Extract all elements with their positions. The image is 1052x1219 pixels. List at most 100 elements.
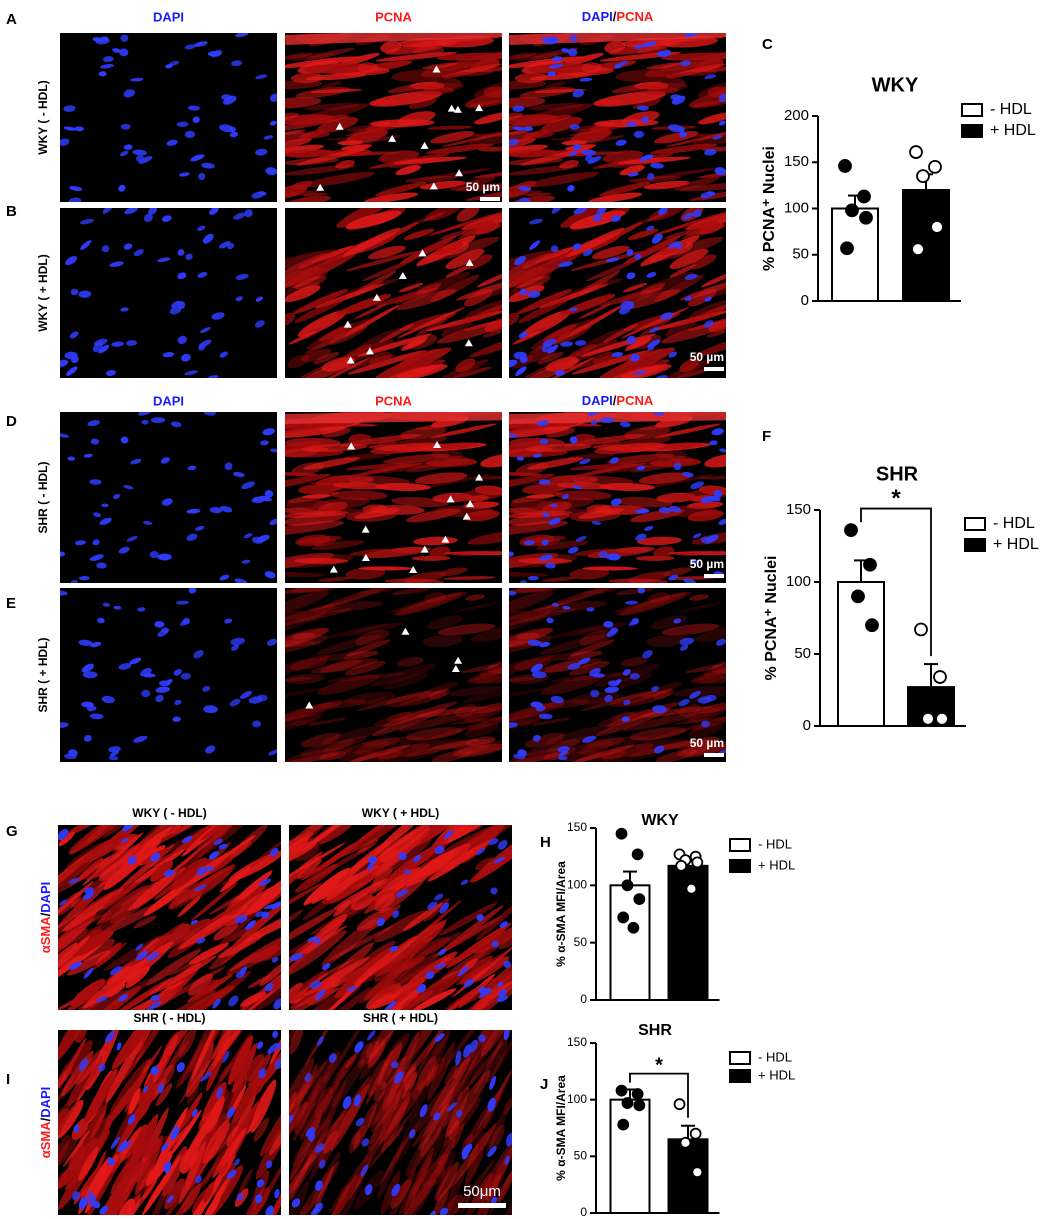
tissue-fiber: [378, 1099, 411, 1145]
tissue-fiber: [453, 1055, 466, 1080]
tissue-fiber: [650, 143, 718, 155]
arrowhead: [365, 347, 374, 355]
tissue-fiber: [358, 961, 417, 1004]
nucleus: [117, 1139, 127, 1153]
tissue-fiber: [289, 1110, 301, 1139]
nucleus: [353, 1094, 362, 1107]
tissue-fiber: [668, 133, 726, 138]
tissue-fiber: [380, 1170, 401, 1215]
tissue-fiber: [169, 832, 204, 856]
nucleus: [177, 249, 185, 256]
tissue-fiber: [387, 1080, 427, 1131]
tissue-fiber: [497, 1169, 512, 1203]
tissue-fiber: [693, 334, 726, 358]
tissue-fiber: [629, 727, 687, 741]
tissue-fiber: [686, 501, 724, 509]
stain-pcna: PCNA: [616, 393, 653, 408]
arrowhead: [398, 271, 407, 279]
tissue-fiber: [547, 736, 592, 752]
tissue-fiber: [577, 270, 621, 295]
tissue-fiber: [321, 1174, 358, 1215]
nucleus: [542, 338, 557, 346]
tissue-fiber: [460, 1191, 473, 1215]
tissue-fiber: [77, 857, 104, 882]
data-point: [840, 241, 854, 256]
nucleus: [157, 553, 172, 561]
nucleus: [545, 562, 556, 569]
image-title: SHR ( + HDL): [363, 1011, 438, 1025]
tissue-fiber: [289, 1109, 323, 1180]
nucleus: [177, 272, 187, 280]
tissue-fiber: [346, 847, 389, 882]
tissue-fiber: [345, 567, 386, 580]
nucleus: [707, 495, 721, 502]
nucleus: [360, 1164, 369, 1177]
tissue-fiber: [58, 1030, 94, 1062]
data-point: [857, 189, 871, 204]
nucleus: [160, 457, 170, 464]
micrograph: [509, 208, 726, 378]
nucleus: [196, 866, 208, 876]
tissue-fiber: [509, 149, 559, 158]
tissue-fiber: [345, 639, 391, 657]
tissue-fiber: [393, 953, 439, 986]
nucleus: [98, 71, 107, 77]
tissue-fiber: [623, 688, 674, 706]
tissue-fiber: [429, 423, 498, 439]
nucleus: [269, 518, 277, 526]
nucleus: [615, 139, 627, 146]
tissue-fiber: [345, 1050, 360, 1068]
tissue-fiber: [472, 1180, 500, 1215]
nucleus: [209, 851, 219, 860]
tissue-fiber: [62, 1130, 90, 1168]
nucleus: [198, 344, 206, 351]
tissue-fiber: [386, 1032, 420, 1107]
tissue-fiber: [137, 825, 177, 848]
nucleus: [102, 56, 114, 63]
tissue-fiber: [708, 317, 726, 333]
nucleus: [395, 889, 409, 898]
tissue-fiber: [425, 458, 478, 467]
tissue-fiber: [162, 1146, 188, 1197]
tissue-fiber: [654, 131, 699, 144]
tissue-fiber: [445, 922, 512, 969]
nucleus: [419, 1104, 428, 1118]
nucleus: [532, 734, 541, 742]
tissue-fiber: [398, 713, 473, 732]
nucleus: [309, 980, 322, 989]
tissue-fiber: [642, 681, 682, 698]
tissue-fiber: [425, 1063, 439, 1087]
data-point: [914, 622, 928, 637]
tissue-fiber: [534, 245, 578, 263]
nucleus: [171, 300, 180, 308]
nucleus: [562, 493, 570, 500]
nucleus: [558, 261, 573, 268]
tissue-fiber: [410, 739, 469, 750]
nucleus: [518, 331, 528, 339]
nucleus: [541, 539, 549, 546]
tissue-fiber: [310, 245, 354, 263]
tissue-fiber: [559, 53, 604, 67]
nucleus: [719, 448, 726, 453]
tissue-fiber: [285, 520, 345, 536]
scale-bar-label: 50 µm: [466, 180, 500, 194]
tissue-fiber: [690, 675, 726, 684]
tissue-fiber: [475, 1030, 502, 1060]
tissue-fiber: [454, 182, 502, 192]
tissue-fiber: [288, 330, 317, 345]
tissue-fiber: [392, 592, 463, 616]
tissue-fiber: [607, 453, 674, 464]
tissue-fiber: [707, 86, 726, 98]
nucleus: [258, 878, 271, 887]
tissue-fiber: [304, 319, 376, 355]
tissue-fiber: [509, 520, 569, 536]
tissue-fiber: [317, 699, 367, 709]
tissue-fiber: [395, 165, 421, 176]
nucleus: [268, 749, 277, 756]
nucleus: [647, 344, 655, 351]
nucleus: [83, 891, 94, 900]
tissue-fiber: [678, 704, 701, 717]
tissue-fiber: [399, 1179, 436, 1215]
nucleus: [251, 191, 265, 199]
tissue-fiber: [108, 1179, 157, 1215]
